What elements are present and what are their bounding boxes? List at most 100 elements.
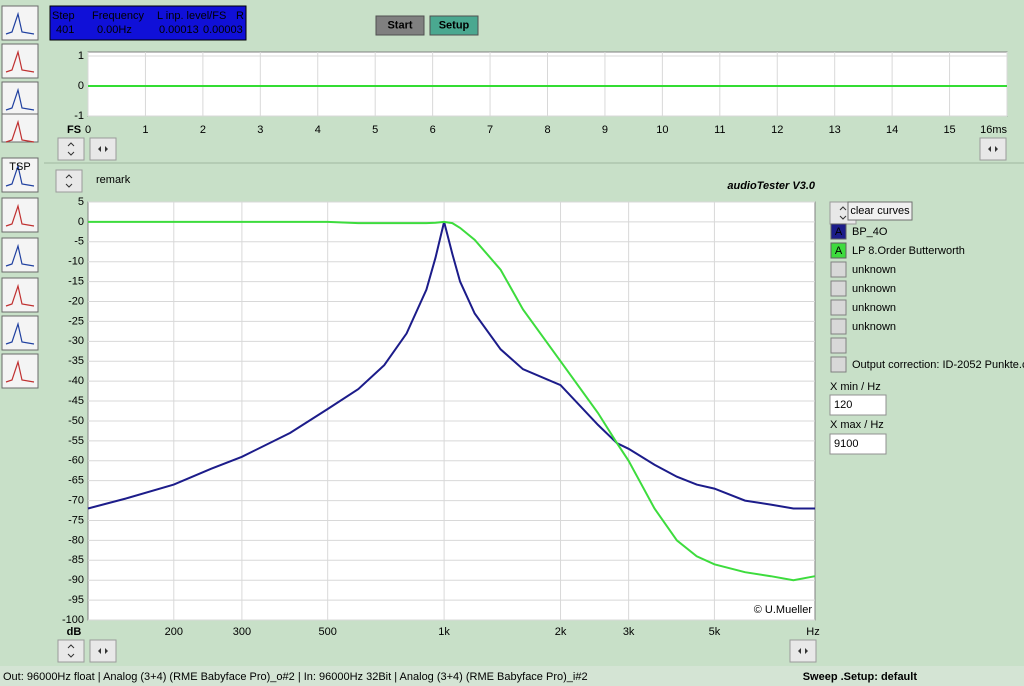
toolbar-glyph bbox=[5, 203, 35, 227]
curve-slot-label: unknown bbox=[852, 283, 896, 295]
spinner-arrows bbox=[65, 174, 73, 188]
scroll-buttons[interactable] bbox=[789, 639, 817, 663]
x-tick-label: 500 bbox=[319, 626, 337, 638]
clear-button[interactable] bbox=[847, 201, 913, 221]
y-tick-label: -20 bbox=[68, 295, 84, 307]
spinner[interactable] bbox=[57, 639, 85, 663]
status-value: 0.00003 bbox=[203, 24, 243, 36]
xmin-input[interactable] bbox=[829, 394, 887, 416]
x-tick-label: 11 bbox=[714, 124, 725, 136]
xmin-label: X min / Hz bbox=[830, 381, 881, 393]
y-tick-label: -35 bbox=[68, 355, 84, 367]
x-tick-label: 7 bbox=[487, 124, 493, 136]
status-value: 0.00Hz bbox=[97, 24, 132, 36]
x-tick-label: 2k bbox=[555, 626, 567, 638]
y-tick-label: 5 bbox=[78, 196, 84, 208]
button-label: Setup bbox=[439, 19, 470, 31]
x-tick-label: 4 bbox=[315, 124, 321, 136]
toolbar-glyph bbox=[5, 243, 35, 267]
y-tick-label: -60 bbox=[68, 455, 84, 467]
y-tick-label: -15 bbox=[68, 276, 84, 288]
status-left: Out: 96000Hz float | Analog (3+4) (RME B… bbox=[3, 671, 588, 683]
legend-marker: A bbox=[835, 245, 843, 257]
y-tick-label: -80 bbox=[68, 534, 84, 546]
x-tick-label: 12 bbox=[771, 124, 783, 136]
y-tick-label: -70 bbox=[68, 494, 84, 506]
y-tick-label: -95 bbox=[68, 594, 84, 606]
status-panel bbox=[49, 5, 247, 41]
y-tick-label: -40 bbox=[68, 375, 84, 387]
xmax-input[interactable] bbox=[829, 433, 887, 455]
curve-slot-label: unknown bbox=[852, 264, 896, 276]
xmax-label: X max / Hz bbox=[830, 419, 884, 431]
toolbar-glyph bbox=[5, 283, 35, 307]
x-tick-label: 10 bbox=[656, 124, 668, 136]
y-axis-label: FS bbox=[67, 124, 81, 136]
status-value: 401 bbox=[56, 24, 74, 36]
y-tick-label: -45 bbox=[68, 395, 84, 407]
status-right: Sweep .Setup: default bbox=[803, 671, 918, 683]
series-line bbox=[88, 220, 816, 582]
x-tick-label: 14 bbox=[886, 124, 898, 136]
button-label: Start bbox=[387, 19, 412, 31]
curve-checkbox[interactable] bbox=[830, 318, 847, 335]
x-tick-label: 5k bbox=[709, 626, 721, 638]
scroll-arrows bbox=[798, 648, 808, 654]
x-tick-label: 6 bbox=[430, 124, 436, 136]
copyright: © U.Mueller bbox=[754, 604, 813, 616]
y-tick-label: 1 bbox=[78, 50, 84, 62]
y-tick-label: -90 bbox=[68, 574, 84, 586]
scroll-arrows bbox=[988, 146, 998, 152]
y-tick-label: -5 bbox=[74, 236, 84, 248]
x-tick-label: 200 bbox=[165, 626, 183, 638]
curve-checkbox[interactable] bbox=[830, 280, 847, 297]
correction-checkbox[interactable] bbox=[830, 356, 847, 373]
status-header: R bbox=[236, 10, 244, 22]
x-tick-label: 3 bbox=[257, 124, 263, 136]
toolbar-glyph bbox=[5, 87, 35, 111]
x-tick-label: 2 bbox=[200, 124, 206, 136]
legend-marker: A bbox=[835, 226, 843, 238]
spinner[interactable] bbox=[55, 169, 83, 193]
legend-swatch[interactable] bbox=[830, 223, 847, 240]
scroll-buttons[interactable] bbox=[89, 639, 117, 663]
y-tick-label: -10 bbox=[68, 256, 84, 268]
toolbar-glyph bbox=[5, 49, 35, 73]
toolbar-glyph bbox=[5, 163, 35, 187]
scroll-buttons[interactable] bbox=[89, 137, 117, 161]
status-bar bbox=[0, 666, 1024, 686]
y-tick-label: -65 bbox=[68, 475, 84, 487]
x-tick-label: 1 bbox=[142, 124, 148, 136]
toolbar-button[interactable] bbox=[1, 113, 39, 143]
x-unit-label: Hz bbox=[806, 626, 819, 638]
toolbar-glyph bbox=[5, 359, 35, 383]
legend-label: LP 8.Order Butterworth bbox=[852, 245, 965, 257]
scroll-buttons[interactable] bbox=[979, 137, 1007, 161]
x-tick-label: 300 bbox=[233, 626, 251, 638]
curve-checkbox[interactable] bbox=[830, 261, 847, 278]
curve-slot-label: unknown bbox=[852, 302, 896, 314]
curve-checkbox[interactable] bbox=[830, 299, 847, 316]
y-tick-label: -100 bbox=[62, 614, 84, 626]
y-tick-label: -85 bbox=[68, 554, 84, 566]
x-tick-label: 13 bbox=[829, 124, 841, 136]
spinner-arrows bbox=[67, 142, 75, 156]
x-tick-label: 5 bbox=[372, 124, 378, 136]
x-tick-label: 1k bbox=[438, 626, 450, 638]
toolbar-glyph bbox=[5, 321, 35, 345]
xmin-value: 120 bbox=[834, 399, 852, 411]
button[interactable] bbox=[375, 15, 425, 36]
y-tick-label: 0 bbox=[78, 80, 84, 92]
status-header: L inp. level/FS bbox=[157, 10, 226, 22]
curve-checkbox[interactable] bbox=[830, 337, 847, 354]
series-line bbox=[87, 221, 815, 510]
spinner-arrows bbox=[839, 206, 847, 220]
button[interactable] bbox=[429, 15, 479, 36]
legend-swatch[interactable] bbox=[830, 242, 847, 259]
spinner[interactable] bbox=[57, 137, 85, 161]
y-tick-label: -1 bbox=[74, 110, 84, 122]
clear-button-label: clear curves bbox=[850, 205, 910, 217]
x-tick-label: 8 bbox=[544, 124, 550, 136]
